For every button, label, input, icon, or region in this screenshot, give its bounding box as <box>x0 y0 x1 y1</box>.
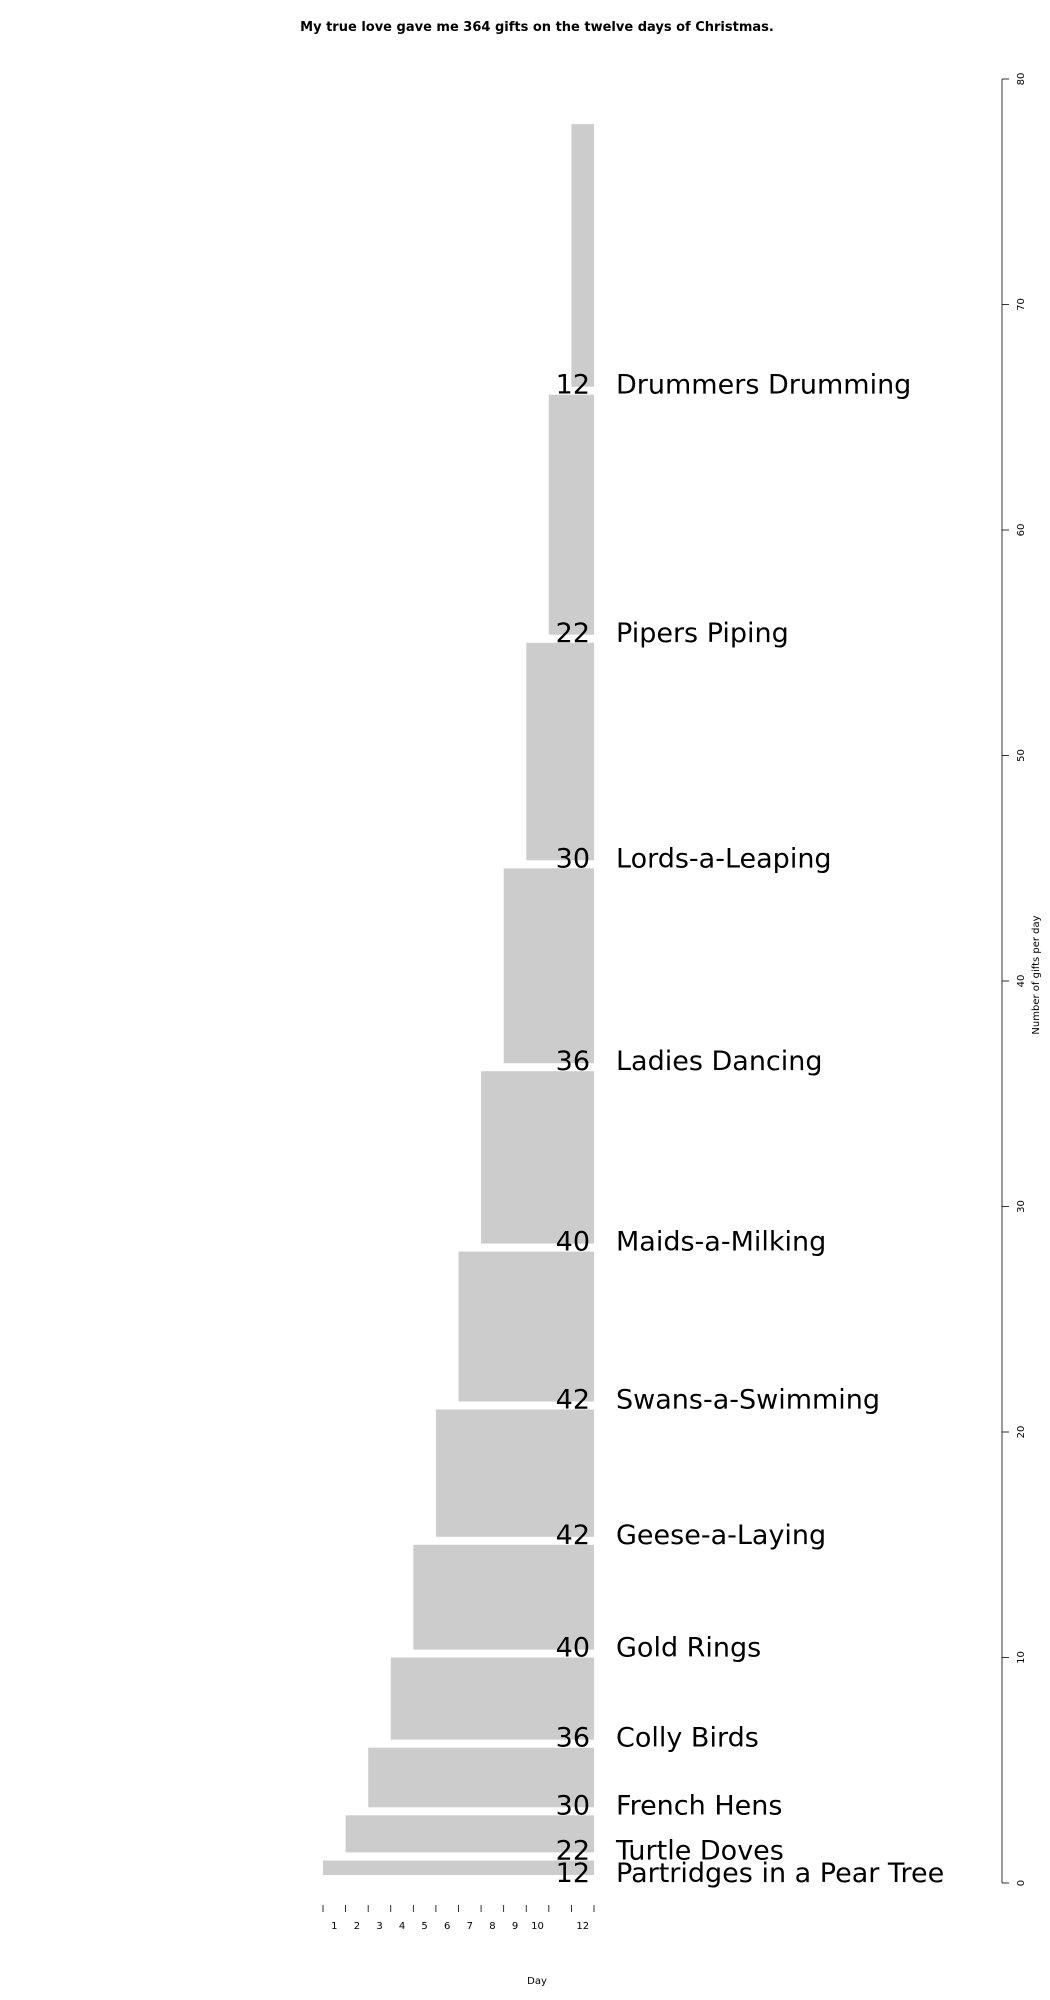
gift-label-6: Geese-a-Laying <box>616 1520 826 1551</box>
bars-group <box>323 124 595 1875</box>
x-tick-label: 5 <box>421 1921 427 1932</box>
count-label-6: 42 <box>556 1520 590 1551</box>
gift-label-11: Pipers Piping <box>616 618 789 649</box>
gift-label-4: Colly Birds <box>616 1723 759 1754</box>
bar-5 <box>413 1544 594 1650</box>
y-tick-label: 40 <box>1016 975 1027 988</box>
bar-11 <box>548 394 594 635</box>
bar-7 <box>458 1251 594 1402</box>
count-label-9: 36 <box>556 1046 590 1077</box>
y-tick-label: 80 <box>1016 73 1027 86</box>
x-tick-label: 12 <box>576 1921 589 1932</box>
y-tick-label: 70 <box>1016 298 1027 311</box>
count-label-10: 30 <box>556 843 590 874</box>
bar-1 <box>323 1860 594 1875</box>
y-tick-label: 30 <box>1016 1200 1027 1213</box>
x-tick-label: 3 <box>376 1921 382 1932</box>
gift-label-3: French Hens <box>616 1790 782 1821</box>
x-tick-label: 4 <box>399 1921 405 1932</box>
x-tick-label: 2 <box>354 1921 360 1932</box>
labels-group: 12 Partridges in a Pear Tree 22 Turtle Dove… <box>556 370 945 1889</box>
y-axis: 0 10 20 30 40 50 60 70 80 <box>1001 73 1027 1886</box>
gift-label-10: Lords-a-Leaping <box>616 843 832 874</box>
y-tick-label: 0 <box>1016 1880 1027 1886</box>
chart-title: My true love gave me 364 gifts on the tw… <box>300 20 774 35</box>
gift-label-9: Ladies Dancing <box>616 1046 823 1077</box>
bar-10 <box>526 642 595 861</box>
x-tick-label: 6 <box>444 1921 450 1932</box>
x-axis: 1 2 3 4 5 6 7 8 9 10 12 <box>322 1905 595 1932</box>
count-label-5: 40 <box>556 1633 590 1664</box>
x-tick-label: 8 <box>489 1921 495 1932</box>
gift-label-1: Partridges in a Pear Tree <box>616 1858 944 1889</box>
bar-9 <box>503 868 594 1064</box>
y-axis-title: Number of gifts per day <box>1031 915 1042 1034</box>
x-axis-title: Day <box>527 1976 547 1987</box>
y-tick-label: 60 <box>1016 524 1027 537</box>
gift-label-7: Swans-a-Swimming <box>616 1385 880 1416</box>
x-tick-label: 7 <box>467 1921 473 1932</box>
y-tick-label: 20 <box>1016 1426 1027 1439</box>
bar-4 <box>390 1657 595 1740</box>
count-label-8: 40 <box>556 1227 590 1258</box>
gift-label-12: Drummers Drumming <box>616 370 911 401</box>
y-tick-label: 50 <box>1016 749 1027 762</box>
count-label-3: 30 <box>556 1790 590 1821</box>
count-label-4: 36 <box>556 1723 590 1754</box>
x-tick-label: 1 <box>331 1921 337 1932</box>
count-label-7: 42 <box>556 1385 590 1416</box>
x-tick-label: 9 <box>512 1921 518 1932</box>
y-tick-label: 10 <box>1016 1651 1027 1664</box>
gift-label-2: Turtle Doves <box>615 1836 784 1867</box>
count-label-1: 12 <box>556 1858 590 1889</box>
count-label-12: 12 <box>556 370 590 401</box>
bar-2 <box>345 1815 594 1853</box>
bar-6 <box>435 1409 594 1537</box>
gift-label-5: Gold Rings <box>616 1633 761 1664</box>
bar-12 <box>571 124 594 387</box>
bar-3 <box>368 1747 594 1808</box>
gift-label-8: Maids-a-Milking <box>616 1227 826 1258</box>
x-tick-label: 10 <box>531 1921 544 1932</box>
count-label-11: 22 <box>556 618 590 649</box>
count-label-2: 22 <box>556 1836 590 1867</box>
bar-8 <box>481 1071 594 1244</box>
